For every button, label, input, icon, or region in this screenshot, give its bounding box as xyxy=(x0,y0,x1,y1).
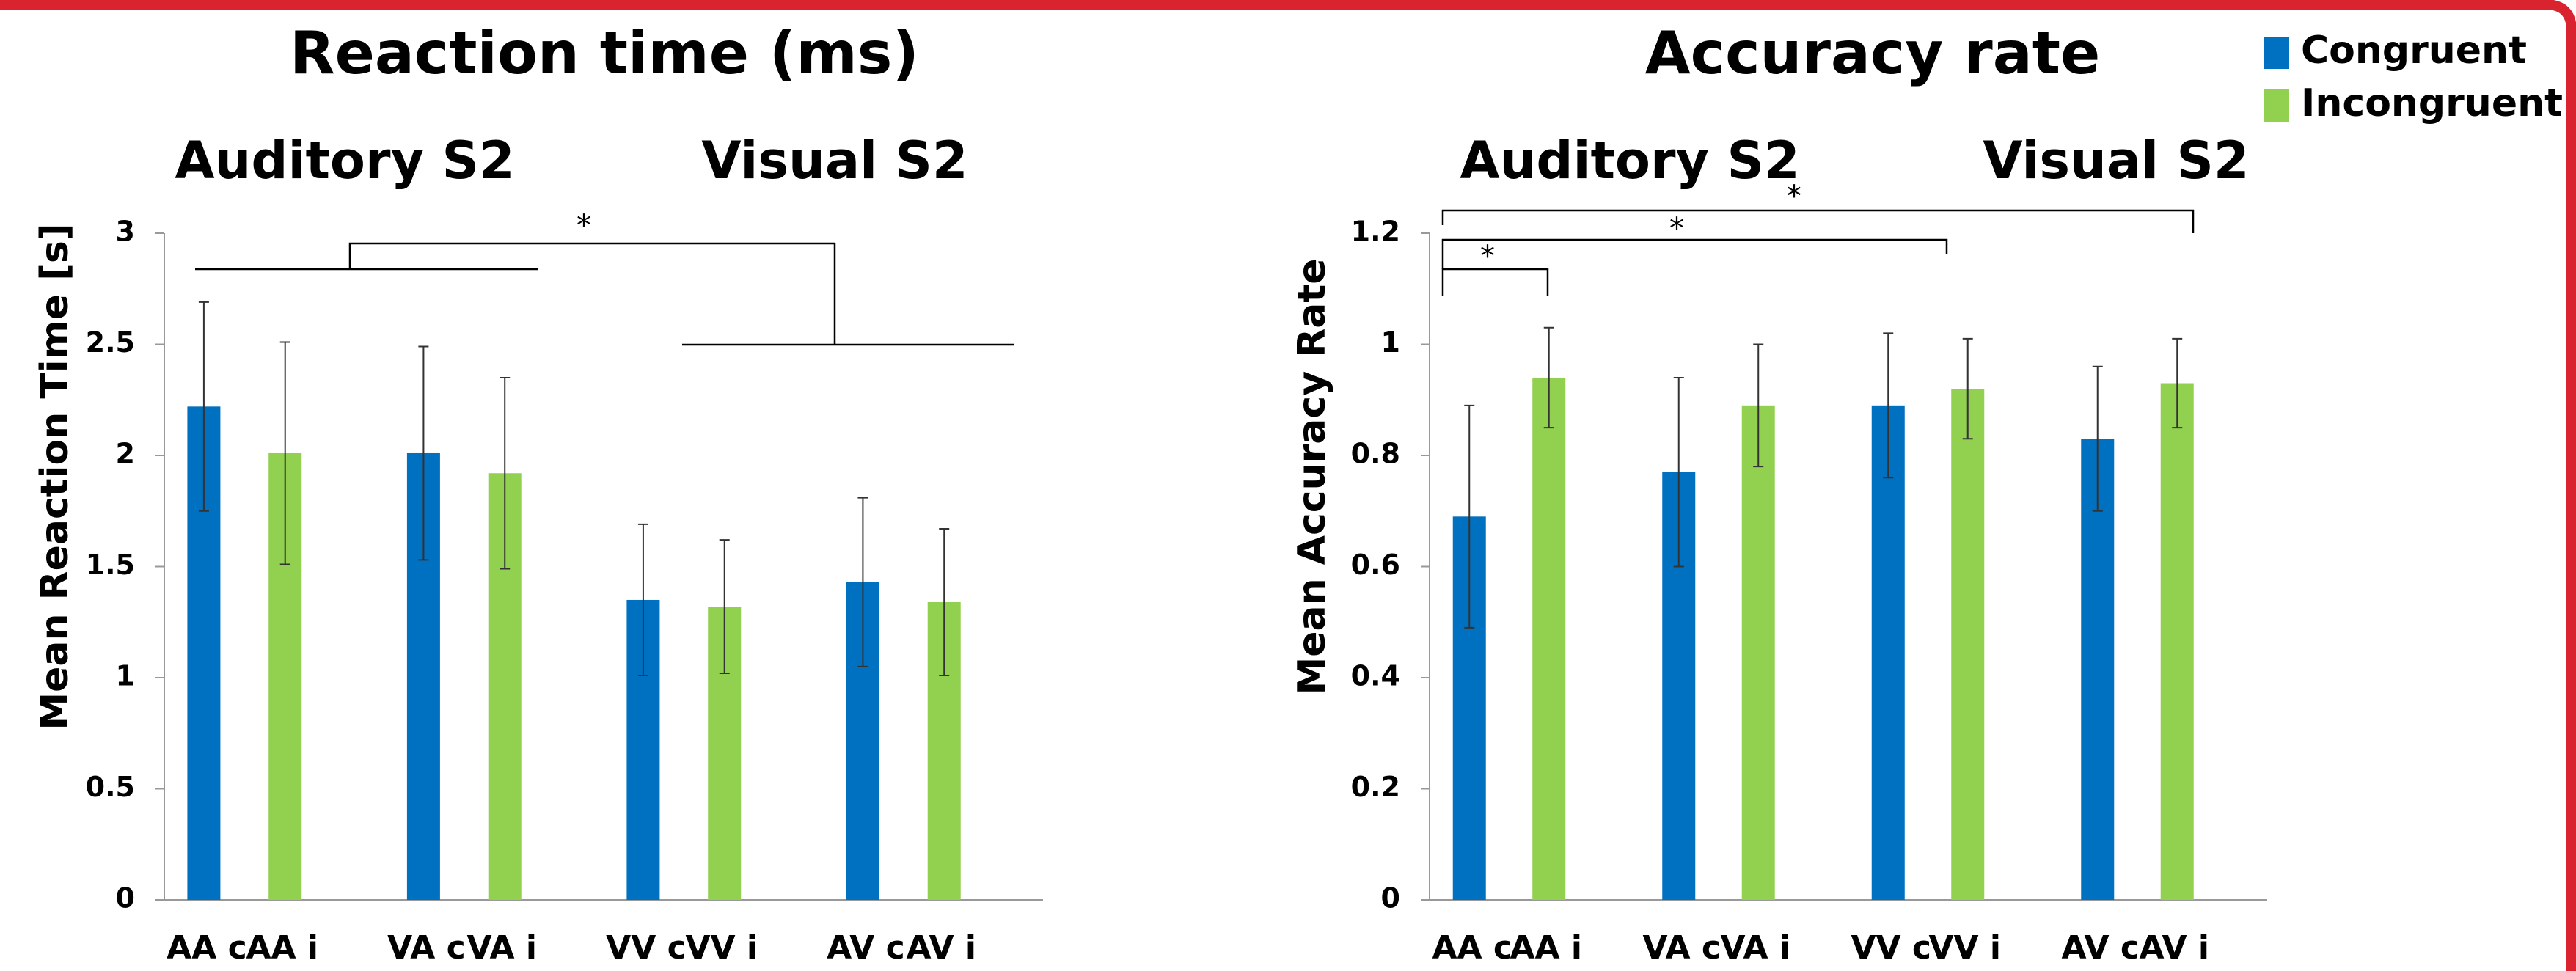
significance-bracket xyxy=(195,242,1014,346)
y-tick-label: 0 xyxy=(116,882,135,915)
bar xyxy=(1871,405,1905,900)
x-tick-label: VA i xyxy=(1720,929,1790,967)
y-tick-label: 2.5 xyxy=(86,326,135,359)
x-tick-label: AV c xyxy=(2061,929,2140,967)
error-bar xyxy=(1753,343,1764,468)
y-tick-label: 1.5 xyxy=(86,549,135,581)
y-axis-label: Mean Reaction Time [s] xyxy=(33,223,77,730)
bar xyxy=(2160,383,2194,900)
y-tick-label: 1.2 xyxy=(1351,216,1400,248)
x-tick-label: AA c xyxy=(1432,929,1512,967)
group-label: Auditory S2 xyxy=(175,131,514,191)
y-tick-label: 3 xyxy=(116,216,135,248)
x-tick-label: VA c xyxy=(1642,929,1721,967)
y-tick-label: 0.4 xyxy=(1351,660,1400,692)
bar xyxy=(1951,389,1985,900)
bar xyxy=(1741,405,1775,900)
legend-label: Congruent xyxy=(2301,29,2527,73)
y-tick-label: 2 xyxy=(116,438,135,470)
x-tick-label: VA i xyxy=(466,929,537,967)
y-tick-label: 0 xyxy=(1381,882,1400,915)
error-bar xyxy=(1962,337,1973,440)
legend-swatch xyxy=(2264,37,2289,69)
x-tick-label: AV c xyxy=(827,929,905,967)
error-bar xyxy=(500,376,511,570)
bar xyxy=(1532,377,1566,900)
error-bar xyxy=(637,523,648,676)
error-bar xyxy=(1464,404,1475,629)
significance-label: * xyxy=(1669,212,1684,246)
y-axis-label: Mean Accuracy Rate xyxy=(1290,259,1334,695)
error-bar xyxy=(1673,376,1684,568)
x-tick-label: AA c xyxy=(167,929,247,967)
error-bar xyxy=(1543,326,1554,429)
y-tick-label: 0.5 xyxy=(86,771,135,803)
y-tick-label: 1 xyxy=(1381,326,1400,359)
significance-label: * xyxy=(1787,180,1801,213)
x-tick-label: AV i xyxy=(2139,929,2209,967)
legend-label: Incongruent xyxy=(2301,81,2563,125)
error-bar xyxy=(279,341,290,565)
x-tick-label: VV i xyxy=(1928,929,2001,967)
significance-label: * xyxy=(1480,240,1495,274)
y-tick-label: 0.2 xyxy=(1351,771,1400,803)
error-bar xyxy=(2172,337,2183,429)
error-bar xyxy=(1883,332,1894,479)
error-bar xyxy=(198,301,209,512)
chart-title: Accuracy rate xyxy=(1645,19,2101,87)
x-tick-label: AV i xyxy=(906,929,976,967)
legend-swatch xyxy=(2264,89,2289,122)
chart-title: Reaction time (ms) xyxy=(290,19,919,87)
significance-bracket xyxy=(1441,268,1549,296)
error-bar xyxy=(719,539,730,674)
error-bar xyxy=(939,527,950,676)
error-bar xyxy=(418,345,429,561)
significance-bracket xyxy=(1441,238,1948,269)
bar xyxy=(2081,439,2115,900)
x-tick-label: VV i xyxy=(685,929,758,967)
x-tick-label: VV c xyxy=(1851,929,1931,967)
y-tick-label: 0.6 xyxy=(1351,549,1400,581)
group-label: Visual S2 xyxy=(701,131,967,191)
y-tick-label: 0.8 xyxy=(1351,438,1400,470)
x-tick-label: VV c xyxy=(606,929,687,967)
significance-label: * xyxy=(577,209,591,243)
error-bar xyxy=(857,497,868,667)
error-bar xyxy=(2092,365,2103,512)
group-label: Visual S2 xyxy=(1983,131,2249,191)
x-tick-label: AA i xyxy=(1510,929,1582,967)
y-tick-label: 1 xyxy=(116,660,135,692)
x-tick-label: AA i xyxy=(246,929,318,967)
x-tick-label: VA c xyxy=(387,929,466,967)
group-label: Auditory S2 xyxy=(1460,131,1799,191)
significance-bracket xyxy=(1441,209,2195,233)
